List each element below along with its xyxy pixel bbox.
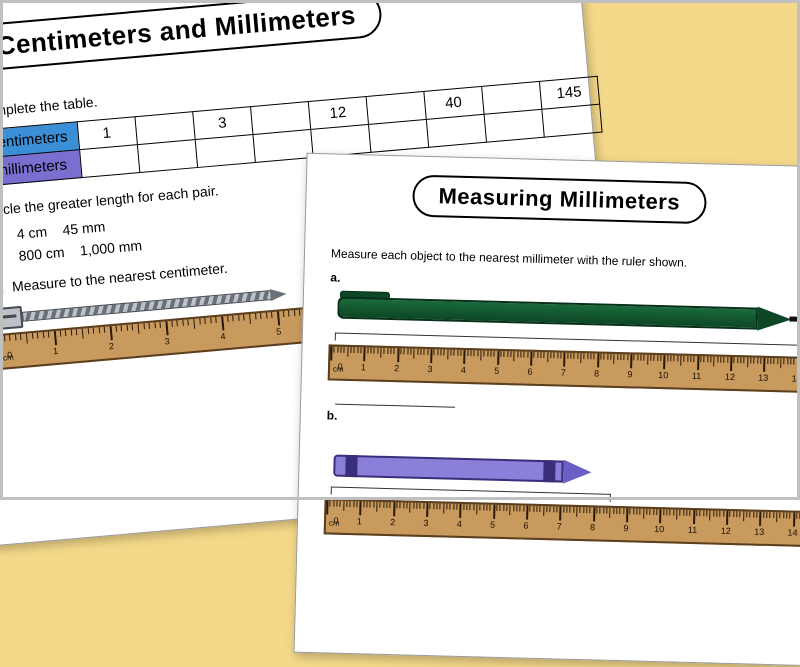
crayon-band — [345, 455, 358, 477]
worksheet-measuring-millimeters: Measuring Millimeters Measure each objec… — [294, 153, 800, 667]
ruler: cm 0123456789101112131415 — [328, 344, 800, 393]
pen-body — [337, 297, 757, 330]
pen-tip — [789, 316, 800, 321]
pair-value: 45 mm — [62, 218, 106, 238]
table-cell — [541, 104, 601, 137]
pair-value: 1,000 mm — [79, 237, 142, 258]
pair-label-c: c. — [0, 249, 2, 266]
crayon-body — [333, 455, 563, 483]
table-cell — [426, 114, 486, 147]
table-cell — [484, 109, 544, 142]
crayon-band — [543, 460, 556, 482]
answer-blank — [335, 387, 455, 408]
section-number: 3: — [0, 279, 5, 296]
sheet2-title: Measuring Millimeters — [412, 175, 707, 225]
crayon-tip — [563, 460, 592, 485]
table-cell — [195, 135, 255, 168]
pair-value: 4 cm — [16, 223, 48, 242]
ruler: cm 0123456789101112131415 — [324, 498, 800, 547]
table-cell — [368, 119, 428, 152]
pair-value: 800 cm — [18, 244, 65, 264]
sheet1-title: Centimeters and Millimeters — [0, 0, 384, 72]
table-cell — [79, 145, 139, 178]
table-cell — [137, 140, 197, 173]
item-label-b: b. — [327, 408, 800, 435]
mm-header: millimeters — [0, 150, 82, 186]
instruction-measure-mm: Measure each object to the nearest milli… — [331, 246, 800, 273]
pen-cone — [757, 307, 792, 332]
table-cell — [252, 130, 312, 163]
screw-tip — [270, 288, 287, 301]
